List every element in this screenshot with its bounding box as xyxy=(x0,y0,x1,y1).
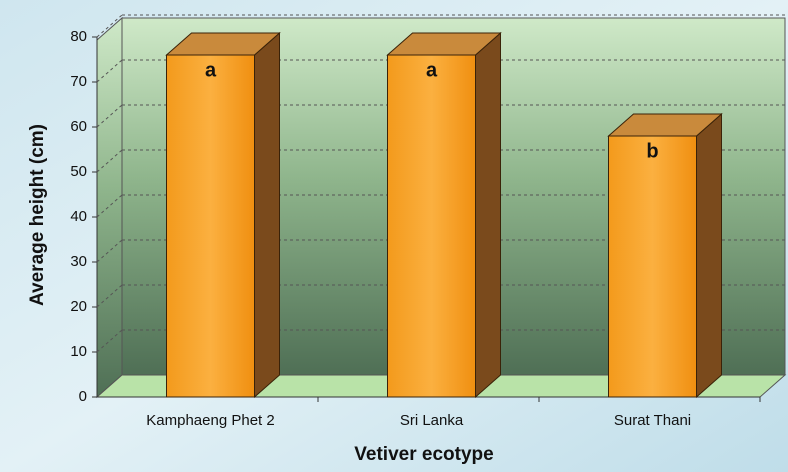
y-tick-label: 70 xyxy=(70,73,87,90)
y-tick-label: 40 xyxy=(70,208,87,225)
y-tick-label: 50 xyxy=(70,163,87,180)
x-axis-label: Vetiver ecotype xyxy=(354,444,493,465)
side-wall xyxy=(96,16,123,399)
y-tick-label: 60 xyxy=(70,118,87,135)
y-tick-label: 30 xyxy=(70,253,87,270)
y-tick-label: 20 xyxy=(70,298,87,315)
x-tick-label: Kamphaeng Phet 2 xyxy=(146,412,274,429)
y-tick-label: 80 xyxy=(70,28,87,45)
x-tick-label: Surat Thani xyxy=(614,412,691,429)
y-axis-label: Average height (cm) xyxy=(27,124,48,306)
bar-side xyxy=(475,31,501,399)
annotation: a xyxy=(426,59,438,81)
bar xyxy=(608,135,697,398)
bar xyxy=(166,54,255,398)
bar xyxy=(387,54,476,398)
bar-side xyxy=(696,112,722,399)
y-tick-label: 10 xyxy=(70,343,87,360)
bar-side xyxy=(254,31,280,399)
annotation: b xyxy=(646,140,658,162)
y-tick-label: 0 xyxy=(79,388,87,405)
annotation: a xyxy=(205,59,217,81)
x-tick-label: Sri Lanka xyxy=(400,412,464,429)
